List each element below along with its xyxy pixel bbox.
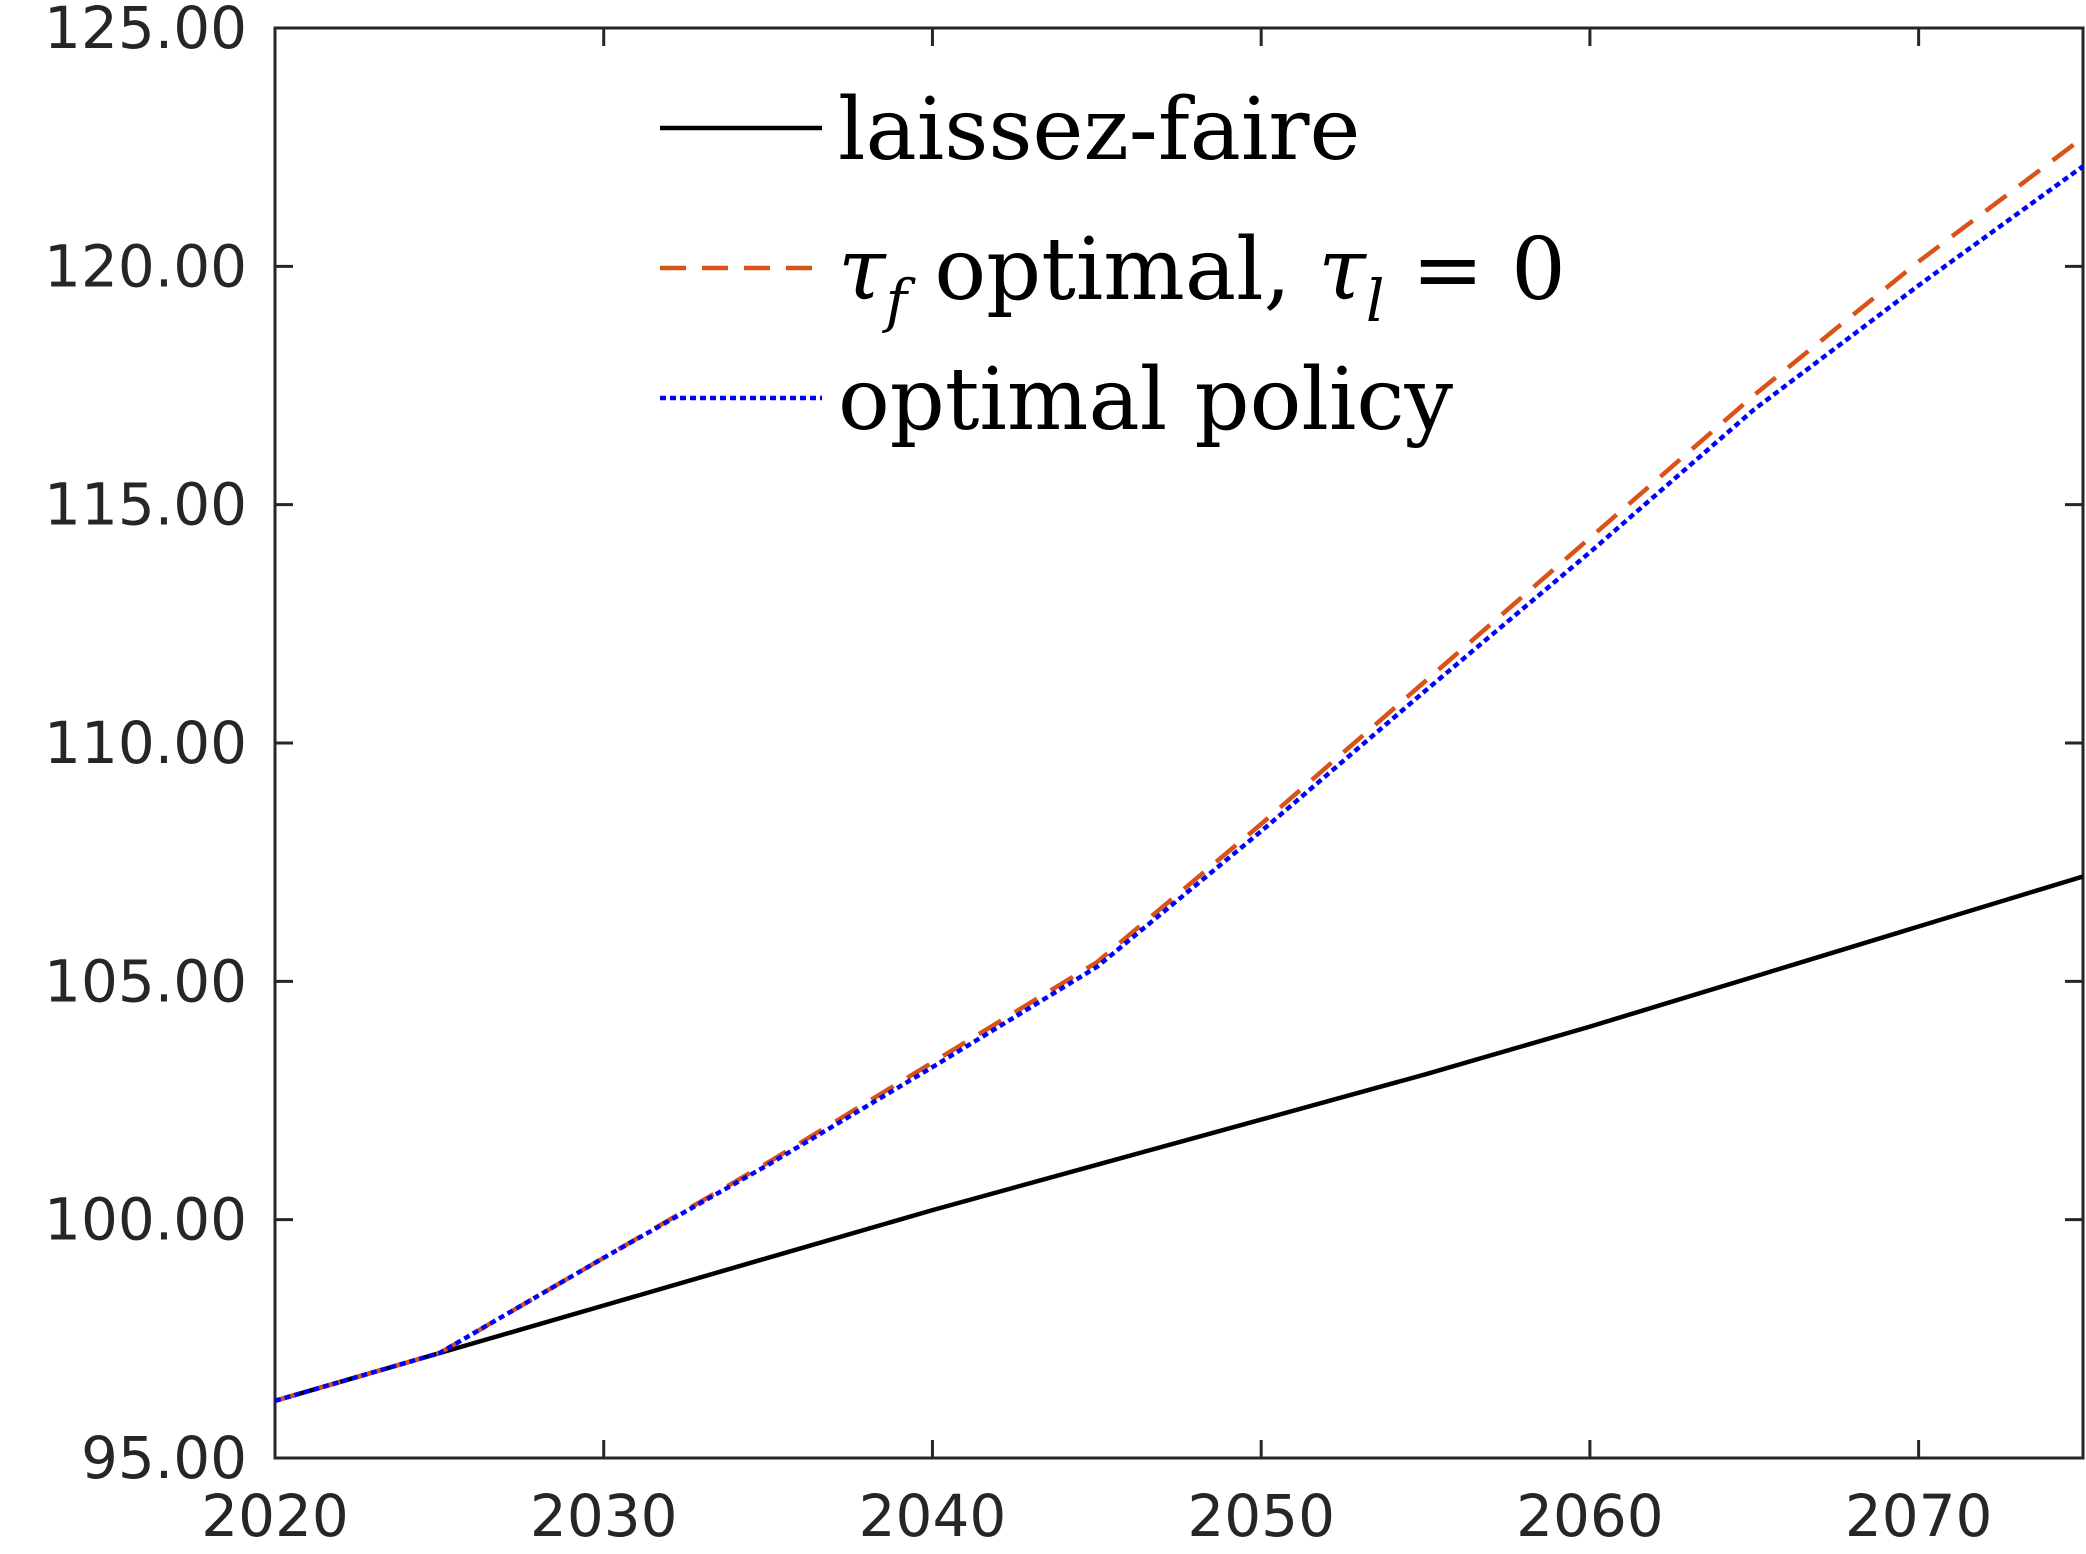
series-line-tau-f-optimal [274,135,2085,1403]
x-tick-label: 2030 [530,1482,678,1550]
y-tick-label: 105.00 [44,947,247,1015]
legend-tau-f-symbol: τ [838,220,887,320]
ticks [273,26,2083,1460]
series-line-optimal-policy [274,164,2085,1403]
legend-label-optimal-policy: optimal policy [838,350,1454,450]
series-line-laissez-faire [274,874,2084,1403]
legend-tau-l-symbol: τ [1318,220,1367,320]
legend-optimal-text: optimal, [907,220,1318,320]
x-tick-label: 2060 [1516,1482,1664,1550]
x-tick-label: 2040 [859,1482,1007,1550]
y-tick-label: 95.00 [81,1424,247,1492]
legend-equals-zero: = 0 [1384,220,1565,320]
tick-labels: 2020 2030 2040 2050 2060 2070 95.00 100.00 105.0… [44,0,1992,1550]
legend: laissez-faire τf optimal, τl = 0 optimal… [660,80,1566,450]
x-tick-label: 2020 [201,1482,349,1550]
legend-label-laissez-faire: laissez-faire [838,80,1360,180]
legend-label-tau-f-optimal: τf optimal, τl = 0 [838,220,1566,335]
y-tick-label: 115.00 [44,471,247,539]
y-tick-label: 100.00 [44,1186,247,1254]
legend-tau-l-subscript: l [1366,267,1385,335]
series-lines [274,135,2085,1403]
x-tick-label: 2050 [1187,1482,1335,1550]
y-tick-label: 110.00 [44,709,247,777]
y-tick-label: 120.00 [44,232,247,300]
x-tick-label: 2070 [1845,1482,1993,1550]
y-tick-label: 125.00 [44,0,247,62]
